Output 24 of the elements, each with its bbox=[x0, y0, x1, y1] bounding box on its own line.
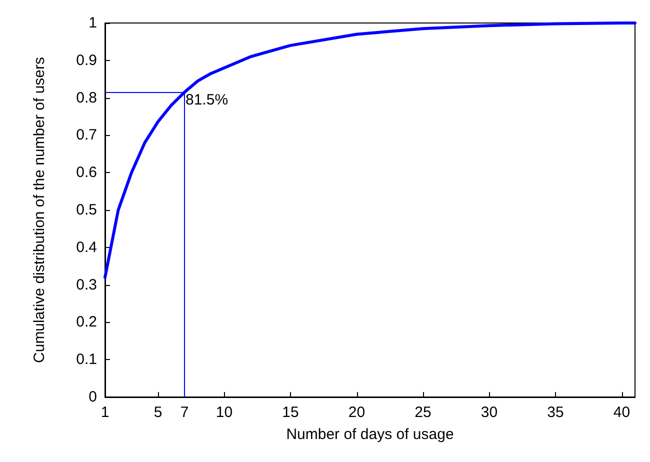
x-tick-label: 25 bbox=[414, 404, 432, 421]
y-axis-title: Cumulative distribution of the number of users bbox=[31, 57, 48, 363]
y-tick-label: 0.5 bbox=[76, 202, 97, 218]
y-tick-label: 0 bbox=[88, 388, 97, 406]
y-tick-label: 0.7 bbox=[76, 126, 97, 144]
x-tick-label: 7 bbox=[180, 404, 189, 421]
y-tick-label: 0.4 bbox=[76, 238, 97, 256]
x-tick-label: 30 bbox=[480, 404, 498, 421]
y-tick-label: 0.9 bbox=[76, 52, 97, 69]
x-tick-label: 40 bbox=[613, 404, 630, 421]
y-tick-label: 0.2 bbox=[76, 314, 97, 331]
x-tick-label: 15 bbox=[282, 404, 299, 421]
y-tick-label: 0.6 bbox=[76, 164, 97, 182]
x-axis-title: Number of days of usage bbox=[286, 426, 454, 443]
y-tick-label: 0.3 bbox=[76, 276, 97, 294]
y-tick-label: 0.1 bbox=[76, 351, 97, 368]
x-tick-label: 35 bbox=[547, 404, 564, 421]
y-tick-label: 0.8 bbox=[76, 89, 97, 106]
x-tick-label: 1 bbox=[100, 404, 110, 421]
y-tick-label: 1 bbox=[88, 14, 97, 32]
x-tick-label: 10 bbox=[216, 404, 233, 421]
x-tick-label: 5 bbox=[154, 404, 162, 421]
annotation: 81.5% bbox=[186, 92, 228, 109]
x-tick-label: 20 bbox=[348, 404, 366, 421]
